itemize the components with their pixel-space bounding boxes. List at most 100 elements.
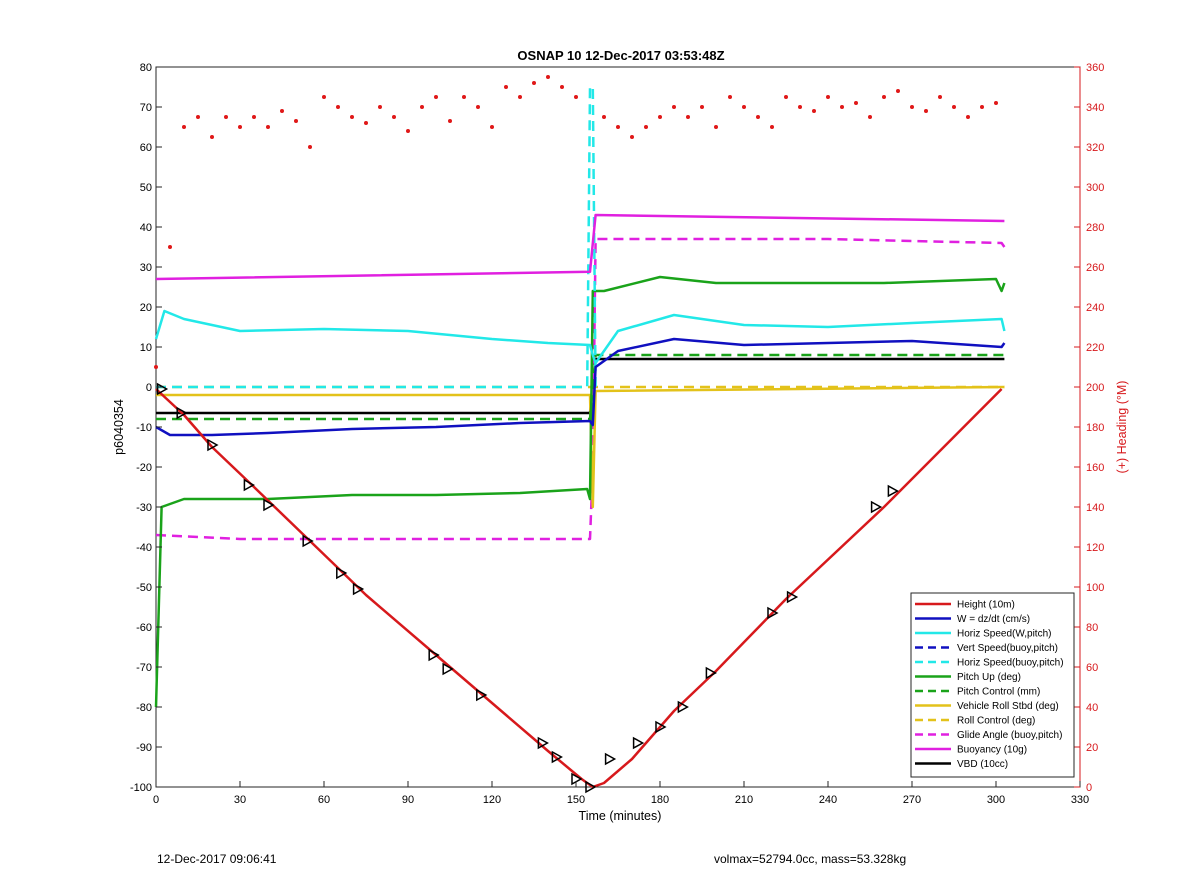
heading-point — [924, 109, 928, 113]
y-axis-label: p6040354 — [112, 399, 126, 455]
legend-label: VBD (10cc) — [957, 759, 1008, 770]
footer-timestamp: 12-Dec-2017 09:06:41 — [157, 852, 277, 866]
heading-point — [462, 95, 466, 99]
y-tick-label: -100 — [130, 782, 152, 794]
y-tick-label: 80 — [140, 62, 152, 74]
legend-label: Buoyancy (10g) — [957, 745, 1027, 756]
y2-tick-label: 260 — [1086, 262, 1104, 274]
heading-point — [630, 135, 634, 139]
chart-title: OSNAP 10 12-Dec-2017 03:53:48Z — [517, 48, 724, 63]
y-tick-label: -70 — [136, 662, 152, 674]
y2-tick-label: 120 — [1086, 542, 1104, 554]
x-tick-label: 30 — [234, 794, 246, 806]
y2-tick-label: 0 — [1086, 782, 1092, 794]
x-tick-label: 330 — [1071, 794, 1089, 806]
heading-point — [644, 125, 648, 129]
y-tick-label: -50 — [136, 582, 152, 594]
heading-point — [798, 105, 802, 109]
heading-point — [266, 125, 270, 129]
heading-point — [336, 105, 340, 109]
x-axis-label: Time (minutes) — [579, 809, 662, 823]
height-marker — [767, 606, 779, 620]
heading-point — [392, 115, 396, 119]
x-tick-label: 90 — [402, 794, 414, 806]
x-tick-label: 150 — [567, 794, 585, 806]
series-horiz-speed-w-pitch — [154, 309, 1006, 365]
series-pitch-up-deg — [154, 275, 1006, 708]
heading-point — [896, 89, 900, 93]
height-marker — [887, 484, 899, 498]
y2-tick-label: 200 — [1086, 382, 1104, 394]
y2-tick-label: 240 — [1086, 302, 1104, 314]
heading-point — [350, 115, 354, 119]
height-marker — [551, 750, 563, 764]
height-marker — [336, 566, 348, 580]
heading-point — [378, 105, 382, 109]
y-tick-label: 50 — [140, 182, 152, 194]
heading-point — [784, 95, 788, 99]
height-marker — [176, 406, 188, 420]
y-tick-label: -20 — [136, 462, 152, 474]
series-glide-angle-buoy-pitch — [155, 237, 1006, 541]
height-marker — [428, 648, 440, 662]
heading-point — [434, 95, 438, 99]
series-vehicle-roll-stbd-deg — [156, 385, 1005, 509]
heading-point — [686, 115, 690, 119]
heading-point — [868, 115, 872, 119]
y-tick-label: 30 — [140, 262, 152, 274]
heading-point — [504, 85, 508, 89]
height-marker — [604, 752, 617, 766]
x-tick-label: 270 — [903, 794, 921, 806]
heading-point — [910, 105, 914, 109]
height-marker — [870, 500, 883, 514]
legend-label: Height (10m) — [957, 600, 1015, 611]
heading-point — [714, 125, 718, 129]
legend-label: Pitch Up (deg) — [957, 672, 1021, 683]
series-buoyancy-10g — [155, 213, 1005, 281]
legend-label: Vehicle Roll Stbd (deg) — [957, 701, 1059, 712]
heading-point — [322, 95, 326, 99]
y-tick-label: -60 — [136, 622, 152, 634]
height-marker — [585, 780, 597, 794]
x-tick-label: 300 — [987, 794, 1005, 806]
y2-tick-label: 220 — [1086, 342, 1104, 354]
heading-point — [168, 245, 172, 249]
heading-point — [994, 101, 998, 105]
legend: Height (10m) W = dz/dt (cm/s) Horiz Speed(… — [910, 592, 1075, 778]
y2-tick-label: 300 — [1086, 182, 1104, 194]
x-tick-label: 0 — [153, 794, 159, 806]
y2-tick-label: 60 — [1086, 662, 1098, 674]
heading-point — [742, 105, 746, 109]
legend-label: Roll Control (deg) — [957, 716, 1035, 727]
height-marker — [207, 438, 219, 452]
height-marker — [156, 382, 169, 396]
y-tick-label: 0 — [146, 382, 152, 394]
heading-point — [154, 365, 158, 369]
height-marker — [537, 736, 549, 750]
axis-ticks: 0 30 60 90 120 150 180 210 240 270 300 330-100-90-8… — [130, 62, 1104, 806]
heading-point — [952, 105, 956, 109]
y-tick-label: 20 — [140, 302, 152, 314]
legend-label: Pitch Control (mm) — [957, 687, 1040, 698]
y-tick-label: -30 — [136, 502, 152, 514]
y2-tick-label: 40 — [1086, 702, 1098, 714]
y-tick-label: -80 — [136, 702, 152, 714]
height-marker — [677, 700, 689, 714]
height-marker — [263, 498, 275, 512]
heading-point — [840, 105, 844, 109]
y2-tick-label: 100 — [1086, 582, 1104, 594]
y-tick-label: 40 — [140, 222, 152, 234]
heading-point — [280, 109, 284, 113]
heading-point — [224, 115, 228, 119]
heading-point — [728, 95, 732, 99]
heading-point — [756, 115, 760, 119]
heading-point — [826, 95, 830, 99]
heading-point — [210, 135, 214, 139]
y-tick-label: -40 — [136, 542, 152, 554]
y2-tick-label: 320 — [1086, 142, 1104, 154]
y-tick-label: -10 — [136, 422, 152, 434]
y2-axis-label: (+) Heading (°M) — [1115, 381, 1129, 474]
height-marker — [442, 662, 454, 676]
y-tick-label: 60 — [140, 142, 152, 154]
footer-vol-mass: volmax=52794.0cc, mass=53.328kg — [714, 852, 907, 866]
